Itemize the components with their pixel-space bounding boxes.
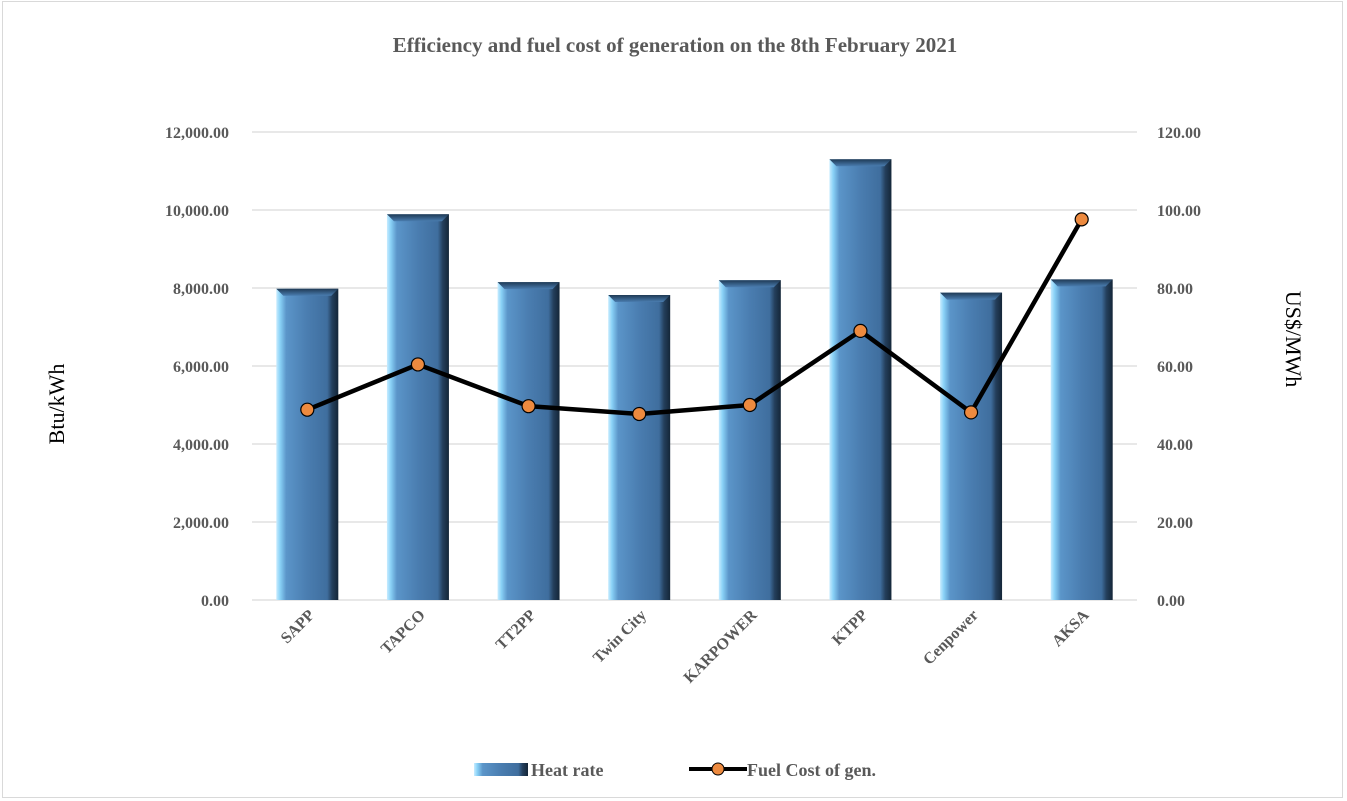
chart-title: Efficiency and fuel cost of generation o… (393, 33, 958, 57)
fuel-cost-point (742, 397, 757, 413)
left-tick-label: 10,000.00 (165, 203, 229, 220)
left-tick-label: 2,000.00 (173, 515, 229, 532)
bar-body (1050, 279, 1113, 600)
category-label: KTPP (829, 607, 871, 649)
left-tick-label: 12,000.00 (165, 125, 229, 142)
bar-body (829, 159, 892, 601)
bar-karpower (718, 280, 781, 600)
fuel-cost-point (963, 405, 979, 420)
bar-sapp (276, 288, 339, 600)
category-label: Cenpower (920, 607, 982, 669)
legend: Heat rate Fuel Cost of gen. (474, 760, 876, 780)
bar-twin-city (608, 295, 671, 600)
left-axis-title: Btu/kWh (44, 364, 69, 445)
fuel-cost-point (521, 399, 536, 414)
fuel-cost-line (300, 212, 1089, 422)
left-tick-label: 8,000.00 (173, 281, 229, 298)
bar-tapco (386, 214, 449, 601)
bar-bevel (276, 288, 339, 296)
category-labels: SAPP TAPCO TT2PP Twin City KARPOWER KTPP Cenpo… (278, 606, 1093, 686)
fuel-cost-point (410, 357, 426, 372)
bar-aksa (1050, 279, 1113, 600)
fuel-cost-point (632, 406, 647, 422)
right-tick-label: 100.00 (1157, 203, 1201, 220)
left-axis-ticks: 0.00 2,000.00 4,000.00 6,000.00 8,000.00 10,0… (165, 125, 229, 610)
bar-bevel (1050, 279, 1113, 287)
bar-bevel (829, 159, 892, 167)
heat-rate-bars (276, 159, 1113, 601)
bar-bevel (497, 282, 560, 290)
bar-body (940, 292, 1003, 600)
gridlines (252, 131, 1137, 601)
right-tick-label: 0.00 (1157, 593, 1185, 610)
right-tick-label: 120.00 (1157, 125, 1201, 142)
chart-svg: Efficiency and fuel cost of generation o… (44, 33, 1306, 780)
right-tick-label: 20.00 (1157, 515, 1193, 532)
category-label: Twin City (590, 607, 650, 667)
bar-ktpp (829, 159, 892, 601)
right-axis-title: US$/MWh (1281, 291, 1306, 388)
category-label: AKSA (1049, 606, 1093, 650)
fuel-cost-point (1074, 212, 1089, 227)
bar-body (497, 282, 560, 600)
right-tick-label: 40.00 (1157, 437, 1193, 454)
bar-bevel (386, 214, 449, 222)
category-label: TAPCO (378, 607, 429, 658)
legend-fuel-cost-marker (711, 762, 725, 776)
bar-cenpower (940, 292, 1003, 600)
category-label: SAPP (278, 607, 318, 647)
legend-heat-rate-swatch (474, 763, 528, 776)
left-tick-label: 0.00 (201, 593, 229, 610)
category-label: KARPOWER (681, 606, 761, 686)
bar-bevel (940, 292, 1003, 300)
fuel-cost-point (300, 402, 315, 417)
fuel-cost-polyline (306, 218, 1084, 417)
bar-body (608, 295, 671, 600)
category-label: TT2PP (493, 607, 540, 654)
right-tick-label: 60.00 (1157, 359, 1193, 376)
legend-fuel-cost-label: Fuel Cost of gen. (747, 760, 876, 780)
left-tick-label: 6,000.00 (173, 359, 229, 376)
bar-bevel (608, 295, 671, 303)
right-axis-ticks: 0.00 20.00 40.00 60.00 80.00 100.00 120.00 (1157, 125, 1201, 610)
bar-bevel (718, 280, 781, 288)
legend-heat-rate-label: Heat rate (531, 760, 603, 780)
bar-body (276, 288, 339, 600)
bar-body (386, 214, 449, 601)
bar-body (718, 280, 781, 600)
right-tick-label: 80.00 (1157, 281, 1193, 298)
fuel-cost-point (853, 323, 868, 338)
bar-tt2pp (497, 282, 560, 600)
left-tick-label: 4,000.00 (173, 437, 229, 454)
